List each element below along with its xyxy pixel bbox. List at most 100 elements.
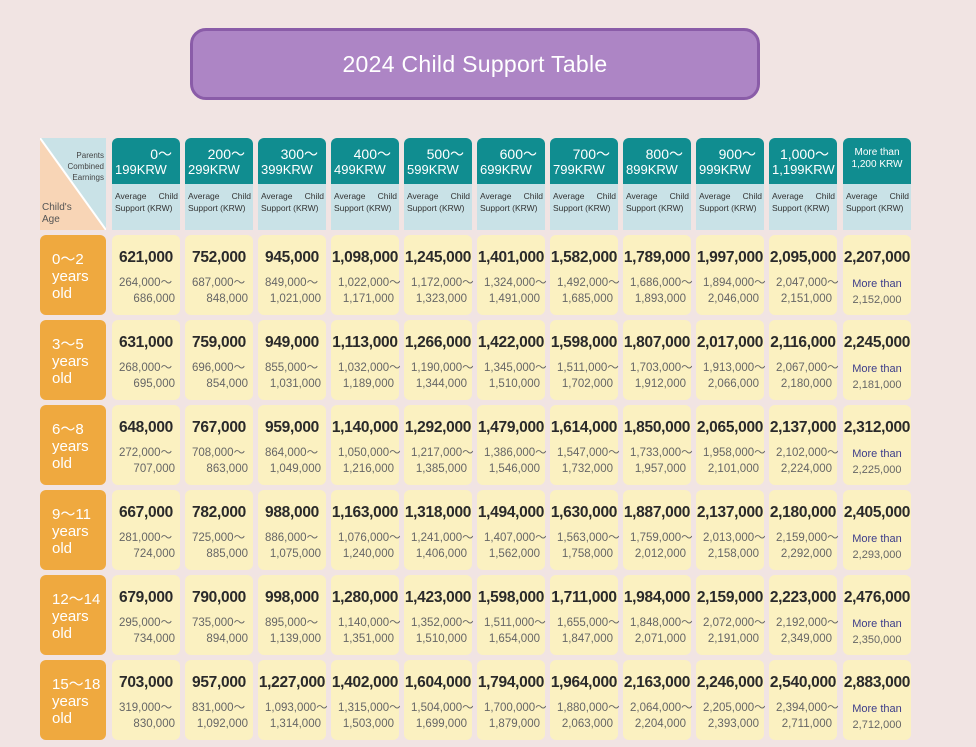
earnings-range-end: 299KRW <box>188 162 240 177</box>
range-upper-bound: 724,000 <box>133 548 175 560</box>
average-support-value: 1,794,000 <box>477 674 545 691</box>
range-lower-bound: 1,140,000〜 <box>338 617 401 629</box>
range-upper-bound: 2,063,000 <box>561 718 613 730</box>
average-support-value: 1,850,000 <box>623 419 691 436</box>
earnings-range: 800〜 899KRW <box>623 138 691 184</box>
earnings-range-end: 399KRW <box>261 162 313 177</box>
range-lower-bound: 2,205,000〜 <box>703 702 766 714</box>
average-support-value: 1,614,000 <box>550 419 618 436</box>
average-support-value: 1,997,000 <box>696 249 764 266</box>
range-lower-bound: 2,072,000〜 <box>703 617 766 629</box>
range-upper-bound: 2,151,000 <box>780 293 832 305</box>
range-more-than-label: More than <box>852 618 902 630</box>
range-upper-bound: 1,491,000 <box>488 293 540 305</box>
range-upper-bound: 1,758,000 <box>561 548 613 560</box>
range-lower-bound: 2,293,000 <box>852 549 902 561</box>
table-cell: 1,807,000 1,703,000〜 1,912,000 <box>623 320 693 400</box>
table-cell: 1,113,000 1,032,000〜 1,189,000 <box>331 320 401 400</box>
range-upper-bound: 1,344,000 <box>415 378 467 390</box>
range-lower-bound: 1,913,000〜 <box>703 362 766 374</box>
earnings-range-start: More than <box>854 147 900 158</box>
range-lower-bound: 2,102,000〜 <box>776 447 839 459</box>
average-support-label: Average Child Support (KRW) <box>185 184 253 230</box>
table-cell: 782,000 725,000〜 885,000 <box>185 490 253 570</box>
range-upper-bound: 2,158,000 <box>707 548 759 560</box>
range-upper-bound: 1,031,000 <box>269 378 321 390</box>
average-support-value: 988,000 <box>265 504 319 521</box>
range-upper-bound: 2,204,000 <box>634 718 686 730</box>
range-lower-bound: 1,190,000〜 <box>411 362 474 374</box>
earnings-range: 400〜 499KRW <box>331 138 399 184</box>
average-support-value: 1,479,000 <box>477 419 545 436</box>
earnings-range-start: 200〜 <box>207 146 245 162</box>
average-support-label: Average Child Support (KRW) <box>258 184 326 230</box>
range-lower-bound: 849,000〜 <box>265 277 319 289</box>
table-cell: 2,137,000 2,102,000〜 2,224,000 <box>769 405 839 485</box>
range-lower-bound: 2,152,000 <box>852 294 902 306</box>
earnings-range: 300〜 399KRW <box>258 138 326 184</box>
column-header: 200〜 299KRW Average Child Support (KRW) <box>185 138 253 230</box>
range-upper-bound: 1,685,000 <box>561 293 613 305</box>
range-upper-bound: 1,562,000 <box>488 548 540 560</box>
table-cell: 949,000 855,000〜 1,031,000 <box>258 320 326 400</box>
average-support-value: 957,000 <box>192 674 246 691</box>
table-cell: 959,000 864,000〜 1,049,000 <box>258 405 326 485</box>
age-range: 0〜2 <box>52 251 84 268</box>
page-title: 2024 Child Support Table <box>190 28 760 100</box>
average-support-value: 2,540,000 <box>769 674 837 691</box>
age-range: 9〜11 <box>52 506 91 523</box>
range-lower-bound: 895,000〜 <box>265 617 319 629</box>
earnings-range-start: 500〜 <box>426 146 464 162</box>
range-lower-bound: 886,000〜 <box>265 532 319 544</box>
range-upper-bound: 2,393,000 <box>707 718 759 730</box>
average-support-value: 1,163,000 <box>331 504 399 521</box>
range-upper-bound: 1,323,000 <box>415 293 467 305</box>
age-suffix: old <box>52 370 73 387</box>
range-upper-bound: 2,180,000 <box>780 378 832 390</box>
average-support-value: 790,000 <box>192 589 246 606</box>
range-lower-bound: 264,000〜 <box>119 277 173 289</box>
table-cell: 1,402,000 1,315,000〜 1,503,000 <box>331 660 401 740</box>
average-support-label: Average Child Support (KRW) <box>843 184 911 230</box>
range-lower-bound: 1,386,000〜 <box>484 447 547 459</box>
range-upper-bound: 2,101,000 <box>707 463 759 475</box>
range-upper-bound: 885,000 <box>206 548 248 560</box>
column-header: 400〜 499KRW Average Child Support (KRW) <box>331 138 399 230</box>
average-support-label: Average Child Support (KRW) <box>331 184 399 230</box>
age-suffix: old <box>52 540 73 557</box>
table-cell: 1,984,000 1,848,000〜 2,071,000 <box>623 575 693 655</box>
range-lower-bound: 1,880,000〜 <box>557 702 620 714</box>
range-upper-bound: 894,000 <box>206 633 248 645</box>
range-more-than-label: More than <box>852 703 902 715</box>
table-cell: 1,582,000 1,492,000〜 1,685,000 <box>550 235 620 315</box>
table-cell: 998,000 895,000〜 1,139,000 <box>258 575 326 655</box>
table-cell: 2,540,000 2,394,000〜 2,711,000 <box>769 660 839 740</box>
average-support-value: 1,598,000 <box>550 334 618 351</box>
range-lower-bound: 1,511,000〜 <box>557 362 619 374</box>
range-more-than-label: More than <box>852 278 902 290</box>
range-lower-bound: 725,000〜 <box>192 532 246 544</box>
table-cell: 1,598,000 1,511,000〜 1,654,000 <box>477 575 546 655</box>
range-lower-bound: 696,000〜 <box>192 362 246 374</box>
age-suffix: old <box>52 285 73 302</box>
range-lower-bound: 1,345,000〜 <box>484 362 547 374</box>
table-cell: 2,245,000 More than 2,181,000 <box>843 320 911 400</box>
average-support-value: 759,000 <box>192 334 246 351</box>
earnings-range-end: 499KRW <box>334 162 386 177</box>
earnings-range-end: 999KRW <box>699 162 751 177</box>
table-cell: 1,997,000 1,894,000〜 2,046,000 <box>696 235 766 315</box>
table-cell: 1,098,000 1,022,000〜 1,171,000 <box>331 235 401 315</box>
column-header: 700〜 799KRW Average Child Support (KRW) <box>550 138 618 230</box>
range-lower-bound: 1,655,000〜 <box>557 617 620 629</box>
average-support-label: Average Child Support (KRW) <box>769 184 837 230</box>
table-cell: 759,000 696,000〜 854,000 <box>185 320 253 400</box>
age-range: 6〜8 <box>52 421 84 438</box>
range-lower-bound: 1,958,000〜 <box>703 447 766 459</box>
range-upper-bound: 2,012,000 <box>634 548 686 560</box>
range-upper-bound: 2,066,000 <box>707 378 759 390</box>
age-unit: years <box>52 523 89 540</box>
table-cell: 1,280,000 1,140,000〜 1,351,000 <box>331 575 401 655</box>
earnings-range: 900〜 999KRW <box>696 138 764 184</box>
average-support-value: 2,312,000 <box>843 419 911 436</box>
earnings-range-start: 1,000〜 <box>779 146 829 162</box>
